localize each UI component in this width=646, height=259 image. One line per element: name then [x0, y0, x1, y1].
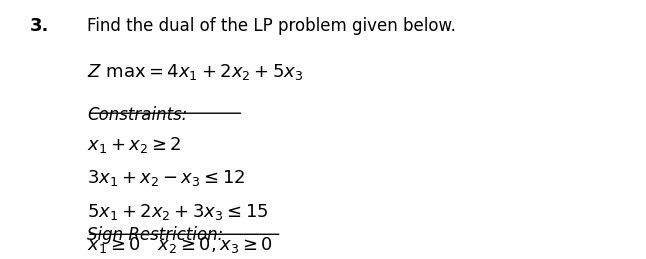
Text: Sign Restriction:: Sign Restriction: — [87, 226, 224, 244]
Text: $x_1 \geq 0 \quad x_2 \geq 0, x_3 \geq 0$: $x_1 \geq 0 \quad x_2 \geq 0, x_3 \geq 0… — [87, 235, 273, 255]
Text: $3x_1 + x_2 - x_3 \leq 12$: $3x_1 + x_2 - x_3 \leq 12$ — [87, 168, 245, 188]
Text: Find the dual of the LP problem given below.: Find the dual of the LP problem given be… — [87, 17, 456, 35]
Text: Constraints:: Constraints: — [87, 106, 187, 124]
Text: $Z\ \mathrm{max} = 4x_1 + 2x_2 + 5x_3$: $Z\ \mathrm{max} = 4x_1 + 2x_2 + 5x_3$ — [87, 62, 304, 82]
Text: 3.: 3. — [30, 17, 49, 35]
Text: $5x_1 + 2x_2 + 3x_3 \leq 15$: $5x_1 + 2x_2 + 3x_3 \leq 15$ — [87, 202, 269, 222]
Text: $x_1 + x_2 \geq 2$: $x_1 + x_2 \geq 2$ — [87, 134, 182, 155]
